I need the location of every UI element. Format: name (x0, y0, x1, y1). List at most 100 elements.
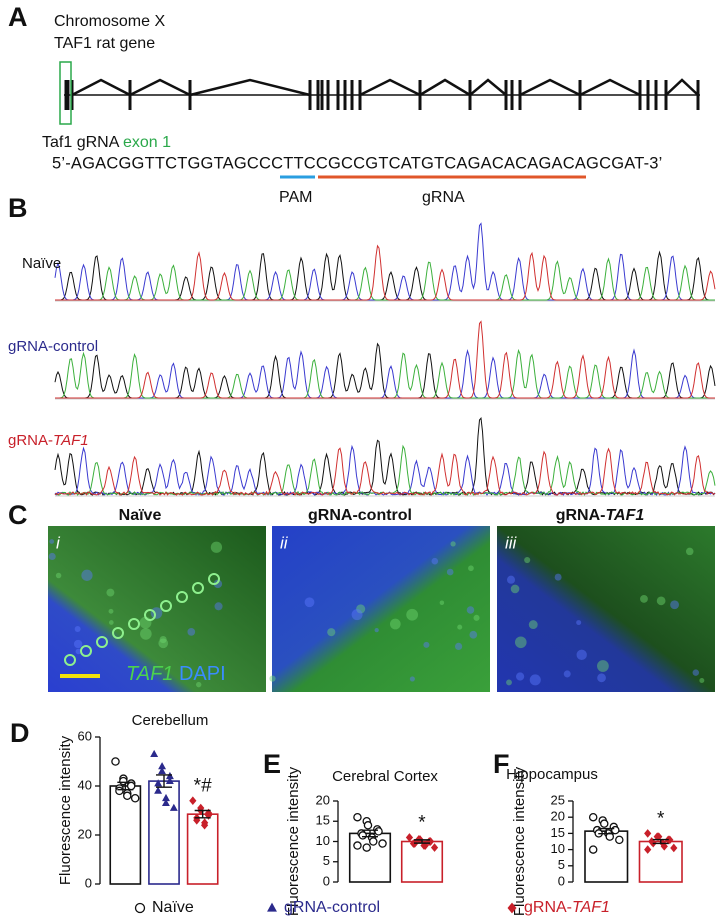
image-title-prefix: gRNA- (556, 507, 606, 524)
cell (506, 679, 512, 686)
y-tick-label: 5 (558, 857, 565, 872)
cell (74, 626, 81, 632)
cell (108, 620, 114, 625)
cell (187, 628, 196, 636)
cell (49, 539, 55, 544)
grna-label: Taf1 gRNA exon 1 (42, 134, 171, 151)
image-title: gRNA-TAF1 (556, 507, 645, 524)
cell (406, 608, 419, 621)
cell (466, 606, 475, 614)
intron (665, 78, 699, 96)
row-label-prefix: gRNA- (8, 432, 53, 449)
image-index: i (56, 533, 61, 552)
chart: D Cerebellum Fluorescence intensity 0 20 40 60… (10, 712, 219, 890)
purkinje-cell (64, 654, 76, 666)
row-label: gRNA-TAF1 (8, 432, 89, 449)
purkinje-cell (192, 582, 204, 594)
cell (304, 597, 315, 608)
cell (159, 636, 167, 644)
error-bar (652, 838, 669, 845)
data-point (666, 835, 674, 845)
cell (439, 600, 445, 606)
y-tick-label: 20 (78, 826, 92, 841)
trace (55, 244, 716, 301)
intron (579, 78, 641, 97)
trace (54, 447, 716, 496)
cell (529, 674, 541, 686)
image-title: Naïve (119, 507, 162, 524)
cell (327, 628, 336, 637)
cell (106, 588, 115, 597)
cell (351, 609, 363, 621)
error-bar (414, 839, 430, 844)
trace (55, 250, 715, 301)
legend-label: gRNA-TAF1 (524, 899, 610, 916)
chart-title: Hippocampus (506, 766, 598, 783)
panel-label: C (8, 500, 28, 530)
purkinje-cell (208, 573, 220, 585)
cell (48, 552, 56, 561)
data-point (130, 794, 140, 803)
cell (670, 600, 679, 610)
cell (409, 676, 415, 682)
data-point (169, 803, 178, 811)
data-point (660, 842, 668, 851)
data-point (165, 776, 174, 784)
y-tick-label: 40 (78, 777, 92, 792)
data-point (358, 831, 367, 840)
y-tick-label: 10 (551, 841, 565, 856)
legend-label: Naïve (152, 899, 194, 916)
data-point (426, 837, 435, 846)
chart: E Cerebral Cortex Fluorescence intensity 0 5… (263, 749, 444, 916)
intron (419, 78, 471, 97)
data-point (162, 793, 170, 802)
intron (469, 78, 507, 96)
cell (528, 620, 538, 630)
stain-dapi: DAPI (179, 663, 226, 685)
data-point (362, 843, 371, 852)
data-point (353, 841, 362, 850)
data-point (154, 779, 163, 787)
error-bar (156, 774, 172, 788)
data-point (158, 766, 166, 775)
cell (446, 568, 454, 576)
error-bar (598, 827, 615, 835)
micrograph (497, 526, 715, 692)
trace (55, 320, 715, 399)
cell (457, 624, 463, 630)
exon-box (59, 61, 72, 125)
cell (75, 648, 82, 655)
exon (326, 80, 330, 110)
sequence: 5’-AGACGGTTCTGGTAGCCCTTCCGCCGTCATGTCAGAC… (52, 154, 663, 172)
data-point (374, 827, 383, 836)
cell (73, 639, 83, 649)
trace (54, 342, 716, 399)
data-point (158, 762, 167, 770)
cell (213, 579, 223, 589)
purkinje-cell (160, 600, 172, 612)
legend-marker (267, 902, 277, 912)
error-bar (362, 829, 378, 838)
cell (554, 573, 562, 581)
trace (54, 444, 716, 496)
data-point (161, 798, 170, 807)
purkinje-cell (80, 645, 92, 657)
pam-label: PAM (279, 189, 312, 206)
data-point (611, 825, 620, 835)
purkinje-cell (128, 618, 140, 630)
y-tick-label: 20 (316, 792, 330, 807)
legend-label-gene: TAF1 (572, 899, 610, 916)
intron (129, 78, 191, 97)
exon (350, 80, 354, 110)
panel-label: D (10, 718, 30, 748)
cell (214, 602, 223, 611)
cell (423, 641, 430, 648)
purkinje-cell (176, 591, 188, 603)
data-point (200, 820, 209, 830)
data-point (615, 835, 624, 845)
exon-label: exon 1 (123, 134, 171, 151)
row-label-gene: TAF1 (53, 432, 89, 449)
cell (640, 594, 648, 603)
legend-label: gRNA-control (284, 899, 380, 916)
